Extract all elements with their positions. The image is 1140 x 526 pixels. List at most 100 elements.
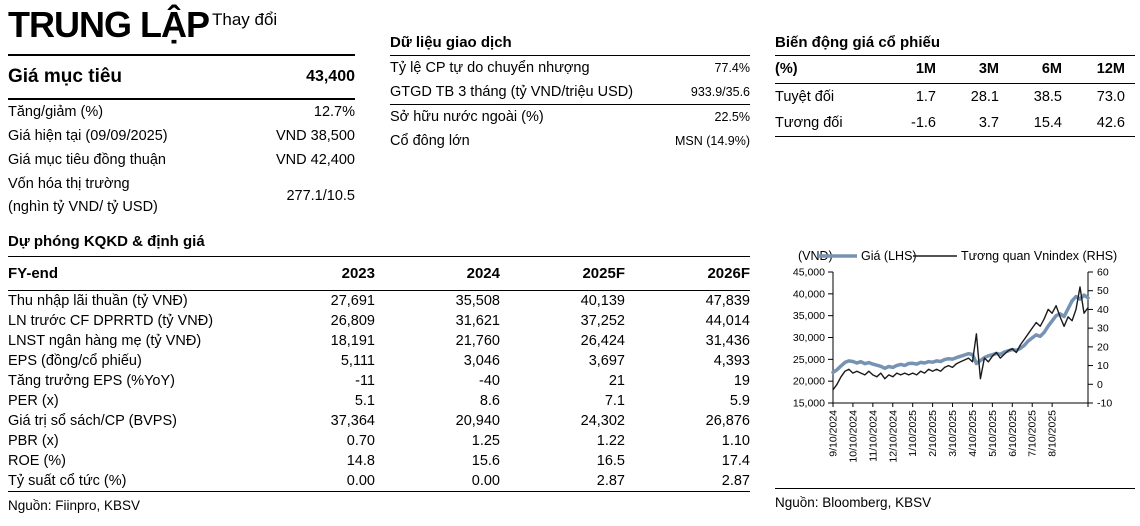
forecast-header: 2025F — [500, 256, 625, 291]
forecast-row: Tỷ suất cổ tức (%) 0.00 0.00 2.87 2.87 — [8, 471, 750, 492]
forecast-cell: 2.87 — [500, 471, 625, 492]
forecast-cell: 4,393 — [713, 353, 750, 369]
forecast-source: Nguồn: Fiinpro, KBSV — [8, 498, 141, 513]
forecast-row: Thu nhập lãi thuần (tỷ VNĐ) 27,691 35,508 4… — [8, 291, 750, 312]
x-axis-label: 12/10/2024 — [887, 410, 899, 463]
rating-title-row: TRUNG LẬP Thay đổi — [8, 0, 355, 56]
forecast-cell: 1.22 — [596, 433, 625, 449]
x-axis-label: 5/10/2025 — [987, 410, 999, 457]
target-price-value: 43,400 — [306, 68, 355, 85]
forecast-cell: 8.6 — [479, 393, 500, 409]
series-line-vnindex — [832, 286, 1089, 391]
forecast-cell: 3,046 — [463, 353, 500, 369]
forecast-header: 2026F — [625, 256, 750, 291]
forecast-row-label: ROE (%) — [8, 453, 66, 469]
forecast-header: 2023 — [250, 256, 375, 291]
y-axis-label-right: -10 — [1097, 398, 1112, 410]
forecast-cell: 16.5 — [596, 453, 625, 469]
rating-title: TRUNG LẬP — [8, 4, 210, 45]
forecast-row: ROE (%) 14.8 15.6 16.5 17.4 — [8, 451, 750, 471]
trading-label: Sở hữu nước ngoài (%) — [390, 109, 544, 125]
forecast-cell: 3,697 — [588, 353, 625, 369]
forecast-cell: 26,876 — [705, 413, 750, 429]
forecast-cell: -11 — [355, 373, 375, 389]
momentum-header: 1M — [915, 61, 936, 77]
forecast-cell: 5.1 — [354, 393, 375, 409]
forecast-table: FY-end 2023 2024 2025F 2026F Thu nhập lã… — [8, 256, 750, 492]
momentum-header: (%) — [775, 61, 798, 77]
y-axis-label-right: 30 — [1097, 323, 1109, 335]
price-vs-vnindex-chart: (VND) Giá (LHS) Tương quan Vnindex (RHS) 15… — [793, 249, 1117, 463]
price-chart-panel: (VND) Giá (LHS) Tương quan Vnindex (RHS) 15… — [775, 243, 1137, 510]
summary-row-market-cap: Vốn hóa thị trường (nghìn tỷ VND/ tỷ USD… — [8, 173, 355, 219]
summary-value: VND 42,400 — [276, 152, 355, 168]
momentum-row-absolute: Tuyệt đối 1.7 28.1 38.5 73.0 — [775, 84, 1135, 110]
forecast-row-label: Tăng trưởng EPS (%YoY) — [8, 373, 175, 389]
forecast-cell: 1.25 — [471, 433, 500, 449]
forecast-row-label: Thu nhập lãi thuần (tỷ VNĐ) — [8, 293, 188, 309]
momentum-value: 15.4 — [1033, 115, 1062, 131]
forecast-header: 2024 — [375, 256, 500, 291]
y-axis-label-right: 60 — [1097, 267, 1109, 279]
forecast-row: Giá trị sổ sách/CP (BVPS) 37,364 20,940 24,… — [8, 411, 750, 431]
forecast-row-label: Tỷ suất cổ tức (%) — [8, 471, 250, 492]
forecast-cell: 19 — [733, 373, 750, 389]
momentum-header: 3M — [978, 61, 999, 77]
target-price-row: Giá mục tiêu 43,400 — [8, 56, 355, 100]
forecast-row: EPS (đồng/cổ phiếu) 5,111 3,046 3,697 4,393 — [8, 351, 750, 371]
forecast-cell: 31,621 — [455, 313, 500, 329]
forecast-header-row: FY-end 2023 2024 2025F 2026F — [8, 256, 750, 291]
momentum-value: -1.6 — [911, 115, 936, 131]
forecast-cell: -40 — [479, 373, 500, 389]
forecast-row-label: Giá trị sổ sách/CP (BVPS) — [8, 413, 177, 429]
forecast-cell: 27,691 — [330, 293, 375, 309]
forecast-row: PBR (x) 0.70 1.25 1.22 1.10 — [8, 431, 750, 451]
summary-value: 277.1/10.5 — [286, 188, 355, 204]
forecast-cell: 5,111 — [340, 353, 375, 369]
forecast-row-label: PER (x) — [8, 393, 59, 409]
forecast-row-label: LN trước CF DPRRTD (tỷ VNĐ) — [8, 313, 214, 329]
trading-value: MSN (14.9%) — [674, 134, 750, 148]
legend-label-gia: Giá (LHS) — [861, 249, 917, 263]
x-axis-label: 2/10/2025 — [927, 410, 939, 457]
trading-label: Tỷ lệ CP tự do chuyển nhượng — [390, 60, 590, 76]
momentum-label: Tuyệt đối — [775, 89, 835, 105]
forecast-cell: 5.9 — [729, 393, 750, 409]
y-axis-label-left: 45,000 — [793, 267, 825, 279]
forecast-cell: 18,191 — [330, 333, 375, 349]
legend-label-vnindex: Tương quan Vnindex (RHS) — [961, 249, 1117, 263]
forecast-header: FY-end — [8, 256, 250, 291]
trading-value: 77.4% — [714, 61, 750, 75]
summary-row-upside: Tăng/giảm (%) 12.7% — [8, 100, 355, 124]
rating-change-label: Thay đổi — [212, 10, 278, 29]
trading-data-panel: Dữ liệu giao dịch Tỷ lệ CP tự do chuyển … — [390, 30, 750, 153]
momentum-label: Tương đối — [775, 115, 843, 131]
forecast-cell: 35,508 — [455, 293, 500, 309]
trading-label: Cổ đông lớn — [390, 133, 470, 149]
momentum-value: 1.7 — [915, 89, 936, 105]
momentum-header: 12M — [1096, 61, 1125, 77]
chart-source: Nguồn: Bloomberg, KBSV — [775, 495, 932, 510]
forecast-row-label: EPS (đồng/cổ phiếu) — [8, 353, 142, 369]
summary-value: VND 38,500 — [276, 128, 355, 144]
forecast-cell: 20,940 — [455, 413, 500, 429]
momentum-row-relative: Tương đối -1.6 3.7 15.4 42.6 — [775, 110, 1135, 137]
momentum-value: 73.0 — [1096, 89, 1125, 105]
trading-value: 22.5% — [714, 110, 750, 124]
y-axis-label-right: 50 — [1097, 285, 1109, 297]
y-axis-label-left: 25,000 — [793, 354, 825, 366]
summary-value: 12.7% — [313, 104, 355, 120]
forecast-cell: 26,809 — [330, 313, 375, 329]
forecast-row-label: PBR (x) — [8, 433, 59, 449]
y-axis-label-right: 40 — [1097, 304, 1109, 316]
summary-row-current-price: Giá hiện tại (09/09/2025) VND 38,500 — [8, 124, 355, 148]
forecast-cell: 47,839 — [705, 293, 750, 309]
y-axis-label-left: 15,000 — [793, 398, 825, 410]
rating-panel: TRUNG LẬP Thay đổi Giá mục tiêu 43,400 T… — [8, 0, 355, 219]
forecast-cell: 44,014 — [705, 313, 750, 329]
y-axis-label-right: 0 — [1097, 379, 1103, 391]
forecast-cell: 31,436 — [705, 333, 750, 349]
market-cap-label-line1: Vốn hóa thị trường — [8, 176, 130, 192]
summary-label: Giá hiện tại (09/09/2025) — [8, 128, 168, 144]
